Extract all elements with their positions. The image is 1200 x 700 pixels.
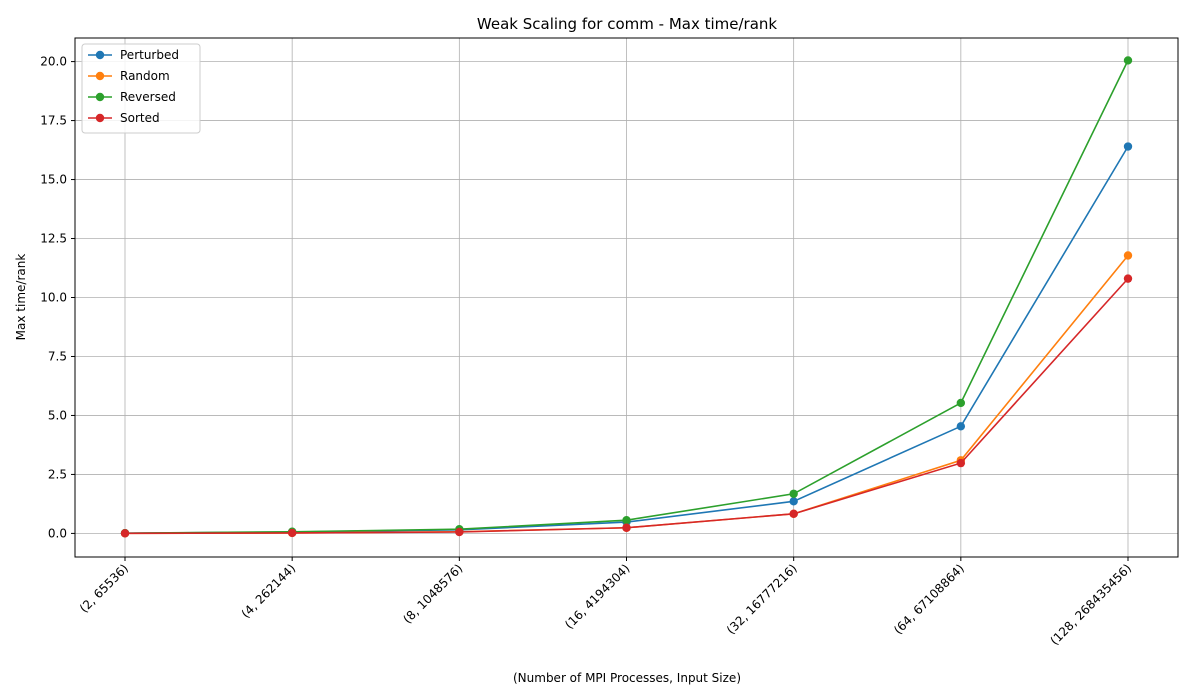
data-point-sorted xyxy=(956,458,966,468)
legend-label: Perturbed xyxy=(120,48,179,62)
data-point-sorted xyxy=(120,529,130,538)
grid xyxy=(75,38,1178,557)
y-tick-label: 20.0 xyxy=(40,55,67,69)
y-tick-label: 7.5 xyxy=(48,349,67,363)
y-axis: 0.0 2.5 5.0 7.5 10.0 12.5 15.0 17.5 20.0 xyxy=(40,55,75,540)
y-tick-label: 12.5 xyxy=(40,232,67,246)
data-point-sorted xyxy=(287,528,297,538)
legend-label: Sorted xyxy=(120,111,160,125)
legend-marker xyxy=(95,113,105,123)
legend-label: Reversed xyxy=(120,90,176,104)
data-point-reversed xyxy=(1123,56,1133,65)
x-axis: (2, 65536) (4, 262144) (8, 1048576) (16, 41… xyxy=(77,557,1134,648)
legend-marker xyxy=(95,50,105,60)
chart-title: Weak Scaling for comm - Max time/rank xyxy=(477,15,777,33)
series-sorted xyxy=(120,274,1133,538)
legend: Perturbed Random Reversed Sorted xyxy=(81,43,201,134)
y-tick-label: 10.0 xyxy=(40,291,67,305)
data-point-reversed xyxy=(622,515,631,525)
data-point-sorted xyxy=(622,523,631,532)
x-axis-title: (Number of MPI Processes, Input Size) xyxy=(513,671,741,685)
y-axis-title: Max time/rank xyxy=(14,254,28,341)
data-point-reversed xyxy=(789,489,798,498)
y-tick-label: 0.0 xyxy=(48,526,67,540)
x-tick-label: (2, 65536) xyxy=(77,561,131,615)
legend-item-random: Random xyxy=(88,69,170,83)
x-tick-label: (64, 67108864) xyxy=(891,561,967,637)
x-tick-label: (128, 268435456) xyxy=(1047,561,1134,648)
data-point-perturbed xyxy=(789,497,798,506)
data-point-sorted xyxy=(1123,274,1133,283)
data-point-perturbed xyxy=(1123,142,1133,151)
x-tick-label: (4, 262144) xyxy=(239,561,299,621)
legend-item-reversed: Reversed xyxy=(88,90,176,104)
data-point-sorted xyxy=(789,509,798,519)
y-tick-label: 2.5 xyxy=(48,467,67,481)
legend-item-perturbed: Perturbed xyxy=(88,48,179,62)
x-tick-label: (8, 1048576) xyxy=(400,561,465,626)
data-point-perturbed xyxy=(956,422,966,431)
y-tick-label: 15.0 xyxy=(40,173,67,187)
y-tick-label: 17.5 xyxy=(40,114,67,128)
x-tick-label: (32, 16777216) xyxy=(724,561,800,637)
data-point-reversed xyxy=(956,398,966,408)
legend-marker xyxy=(95,71,105,81)
data-point-sorted xyxy=(455,527,464,537)
data-point-random xyxy=(1123,251,1133,260)
x-tick-label: (16, 4194304) xyxy=(562,561,633,632)
series-layer xyxy=(120,56,1133,538)
legend-label: Random xyxy=(120,69,170,83)
y-tick-label: 5.0 xyxy=(48,408,67,422)
legend-item-sorted: Sorted xyxy=(88,111,160,125)
legend-marker xyxy=(95,92,105,102)
legend-box xyxy=(81,43,201,134)
